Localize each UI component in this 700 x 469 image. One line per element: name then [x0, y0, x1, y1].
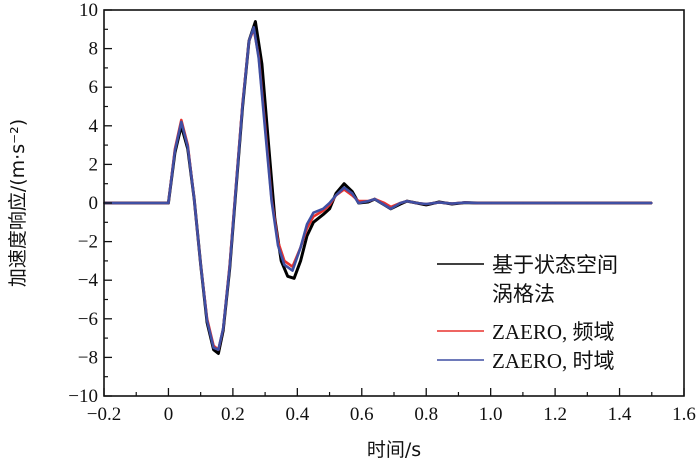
- data-point: [650, 202, 653, 204]
- data-point: [180, 121, 183, 123]
- data-point: [180, 119, 183, 121]
- x-tick-label: −0.2: [87, 404, 121, 425]
- y-axis-label: 加速度响应/(m·s⁻²): [7, 119, 29, 287]
- data-point: [618, 202, 621, 204]
- y-tick-label: −6: [78, 309, 98, 330]
- y-tick-label: 6: [89, 77, 99, 98]
- data-point: [586, 202, 589, 204]
- y-tick-label: 4: [89, 116, 99, 137]
- x-tick-label: 0.8: [414, 404, 438, 425]
- data-point: [383, 204, 386, 206]
- data-point: [328, 202, 331, 204]
- data-point: [299, 260, 302, 262]
- data-point: [367, 200, 370, 202]
- y-tick-label: −4: [78, 270, 99, 291]
- data-point: [293, 277, 296, 280]
- data-point: [425, 203, 428, 205]
- x-tick-label: 1.4: [608, 404, 632, 425]
- data-point: [167, 202, 170, 204]
- legend-label: ZAERO, 时域: [492, 349, 615, 373]
- data-point: [554, 202, 557, 204]
- data-point: [283, 263, 286, 266]
- data-point: [248, 39, 250, 42]
- data-point: [217, 352, 220, 355]
- data-point: [235, 184, 238, 187]
- data-point: [306, 223, 308, 226]
- data-point: [312, 221, 315, 224]
- data-point: [322, 207, 325, 210]
- data-point: [228, 265, 231, 268]
- data-point: [222, 327, 225, 330]
- data-point: [389, 207, 392, 210]
- data-point: [463, 201, 466, 204]
- data-point: [405, 200, 408, 202]
- x-tick-label: 0.2: [221, 404, 245, 425]
- series-line-2: [104, 26, 652, 351]
- data-point: [328, 207, 331, 210]
- data-point: [299, 246, 302, 249]
- y-tick-label: 8: [89, 39, 99, 60]
- data-point: [173, 149, 176, 152]
- data-point: [343, 186, 345, 189]
- x-tick-label: 1.2: [543, 404, 567, 425]
- y-tick-label: 2: [89, 154, 99, 175]
- data-point: [335, 194, 337, 197]
- data-point: [415, 202, 418, 204]
- x-axis-label: 时间/s: [367, 439, 421, 461]
- data-point: [270, 200, 273, 202]
- data-point: [217, 348, 220, 351]
- data-point: [212, 346, 215, 349]
- data-point: [260, 63, 263, 65]
- data-point: [277, 244, 279, 247]
- data-point: [193, 198, 196, 201]
- data-point: [257, 57, 260, 60]
- y-tick-label: 10: [79, 0, 98, 21]
- data-point: [438, 201, 441, 204]
- x-tick-label: 0: [164, 404, 174, 425]
- data-point: [306, 234, 308, 237]
- legend-label: ZAERO, 频域: [492, 320, 615, 344]
- series-lines: [103, 20, 653, 355]
- x-tick-label: 0.6: [350, 404, 374, 425]
- data-point: [286, 275, 289, 278]
- y-tick-label: −10: [68, 386, 98, 407]
- data-point: [199, 263, 202, 266]
- data-point: [252, 26, 255, 29]
- data-point: [267, 140, 270, 143]
- data-point: [241, 103, 244, 106]
- y-tick-label: −8: [78, 347, 98, 368]
- data-point: [264, 128, 267, 131]
- data-point: [373, 198, 376, 201]
- y-tick-label: 0: [89, 193, 99, 214]
- legend-label: 基于状态空间: [492, 253, 618, 277]
- data-point: [312, 211, 315, 214]
- data-point: [357, 202, 360, 204]
- x-tick-label: 1.6: [672, 404, 696, 425]
- series-line-0: [104, 20, 652, 355]
- y-tick-label: −2: [78, 232, 98, 253]
- x-tick-label: 1.0: [479, 404, 503, 425]
- x-tick-label: 0.4: [285, 404, 309, 425]
- data-point: [521, 202, 524, 204]
- data-point: [343, 182, 345, 185]
- series-line-1: [104, 28, 652, 351]
- data-point: [351, 192, 354, 195]
- data-point: [186, 146, 189, 148]
- data-point: [476, 202, 479, 204]
- data-point: [399, 202, 402, 204]
- legend-label: 涡格法: [492, 282, 555, 306]
- data-point: [291, 269, 294, 272]
- data-point: [206, 319, 209, 322]
- data-point: [451, 202, 453, 205]
- data-point: [254, 20, 257, 23]
- data-point: [322, 213, 325, 216]
- ticks: −0.2 0 0.2 0.4 0.6 0.8 1.0 1.2 1.4 1.6 −10 −8 −6 −4 −2…: [68, 0, 696, 425]
- data-point: [489, 202, 492, 204]
